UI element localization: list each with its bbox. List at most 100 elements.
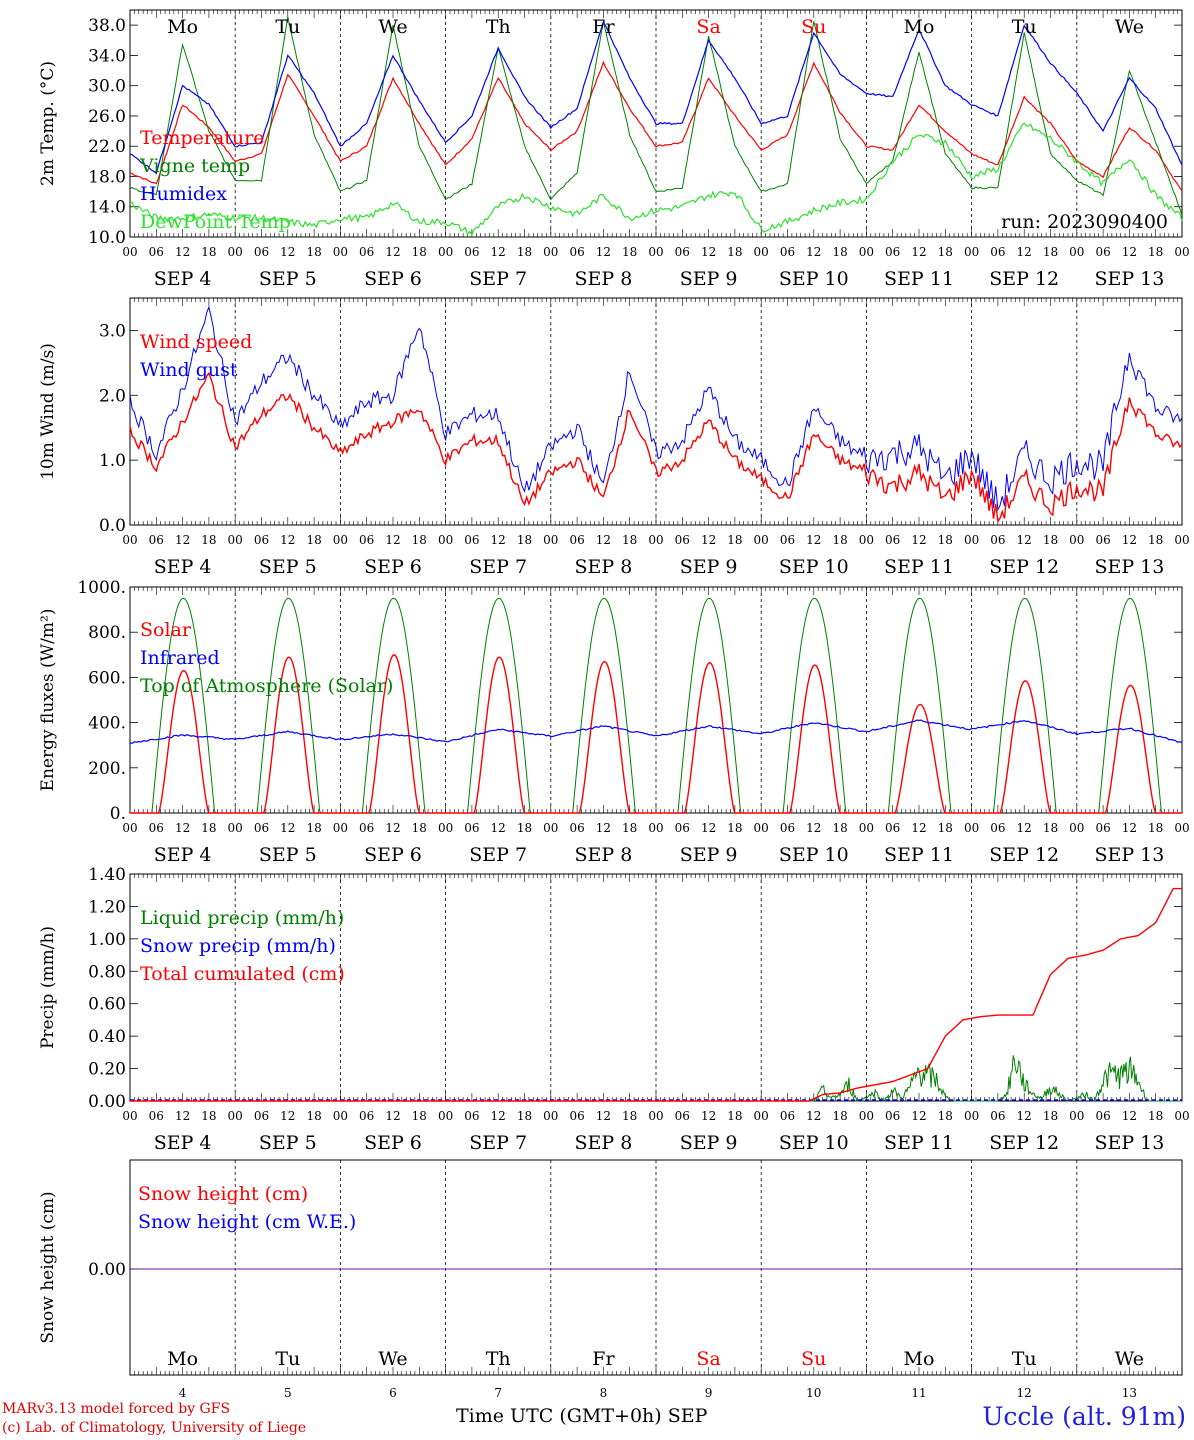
hour-tick-label: 00 xyxy=(859,1109,874,1123)
date-label: SEP 5 xyxy=(259,556,317,578)
date-label: SEP 13 xyxy=(1094,556,1164,578)
hour-tick-label: 06 xyxy=(885,821,900,835)
date-label: SEP 10 xyxy=(779,1132,849,1154)
hour-tick-label: 06 xyxy=(254,821,269,835)
hour-tick-label: 12 xyxy=(1017,821,1032,835)
hour-tick-label: 06 xyxy=(990,533,1005,547)
day-name: Fr xyxy=(592,16,615,38)
y-tick-label: 0.00 xyxy=(88,1260,126,1280)
hour-tick-label: 06 xyxy=(675,245,690,259)
hour-tick-label: 12 xyxy=(596,1109,611,1123)
date-label: SEP 4 xyxy=(154,268,212,290)
hour-tick-label: 18 xyxy=(412,245,427,259)
day-name: Tu xyxy=(275,1348,300,1370)
hour-tick-label: 00 xyxy=(543,533,558,547)
date-label: SEP 9 xyxy=(680,844,738,866)
hour-tick-label: 18 xyxy=(832,533,847,547)
legend-wind-speed: Wind speed xyxy=(140,331,252,353)
hour-tick-label: 06 xyxy=(359,821,374,835)
hour-tick-label: 18 xyxy=(201,245,216,259)
hour-tick-label: 00 xyxy=(1069,821,1084,835)
hour-tick-label: 18 xyxy=(1043,245,1058,259)
legend-total-cumulated-cm: Total cumulated (cm) xyxy=(140,963,345,985)
y-tick-label: 400. xyxy=(88,714,126,734)
day-name: We xyxy=(378,16,407,38)
hour-tick-label: 00 xyxy=(122,821,137,835)
hour-tick-label: 06 xyxy=(569,533,584,547)
hour-tick-label: 06 xyxy=(359,533,374,547)
date-label: SEP 8 xyxy=(574,844,632,866)
hour-tick-label: 12 xyxy=(491,821,506,835)
hour-tick-label: 12 xyxy=(806,533,821,547)
hour-tick-label: 12 xyxy=(280,533,295,547)
day-name: Sa xyxy=(696,16,720,38)
series-solar xyxy=(130,654,1182,814)
hour-tick-label: 12 xyxy=(701,821,716,835)
series-total-cumulated xyxy=(130,887,1182,1102)
date-label: SEP 13 xyxy=(1094,844,1164,866)
hour-tick-label: 18 xyxy=(306,821,321,835)
hour-tick-label: 00 xyxy=(438,1109,453,1123)
hour-tick-label: 00 xyxy=(1069,533,1084,547)
day-name: Mo xyxy=(167,16,198,38)
hour-tick-label: 18 xyxy=(1043,821,1058,835)
date-label: SEP 10 xyxy=(779,556,849,578)
date-label: SEP 13 xyxy=(1094,268,1164,290)
date-label: SEP 10 xyxy=(779,268,849,290)
hour-tick-label: 18 xyxy=(727,245,742,259)
hour-tick-label: 18 xyxy=(201,821,216,835)
hour-tick-label: 12 xyxy=(385,245,400,259)
hour-tick-label: 12 xyxy=(491,245,506,259)
date-label: SEP 6 xyxy=(364,844,422,866)
hour-tick-label: 06 xyxy=(569,1109,584,1123)
hour-tick-label: 00 xyxy=(648,245,663,259)
hour-tick-label: 18 xyxy=(1148,1109,1163,1123)
hour-tick-label: 00 xyxy=(543,821,558,835)
hour-tick-label: 18 xyxy=(622,245,637,259)
run-label: run: 2023090400 xyxy=(1001,211,1168,233)
hour-tick-label: 12 xyxy=(1017,1109,1032,1123)
hour-tick-label: 12 xyxy=(911,245,926,259)
hour-tick-label: 06 xyxy=(780,533,795,547)
date-label: SEP 11 xyxy=(884,1132,954,1154)
series-vigne-temp xyxy=(129,16,1183,216)
day-name: We xyxy=(1115,1348,1144,1370)
hour-tick-label: 12 xyxy=(175,533,190,547)
hour-tick-label: 12 xyxy=(806,821,821,835)
hour-tick-label: 00 xyxy=(122,1109,137,1123)
series-temperature xyxy=(129,60,1183,192)
y-axis-title: 10m Wind (m/s) xyxy=(38,343,58,480)
hour-tick-label: 18 xyxy=(727,533,742,547)
hour-tick-label: 12 xyxy=(1122,821,1137,835)
panel-1: 10.0 14.0 18.0 22.0 26.0 30.0 34.0 38.0 2m Temp.… xyxy=(38,9,1190,290)
hour-tick-label: 18 xyxy=(1148,245,1163,259)
hour-tick-label: 00 xyxy=(438,245,453,259)
hour-tick-label: 06 xyxy=(464,1109,479,1123)
y-axis-title: Energy fluxes (W/m²) xyxy=(38,609,58,792)
y-tick-label: 0.80 xyxy=(88,962,126,982)
hour-tick-label: 18 xyxy=(727,821,742,835)
legend-vigne-temp: Vigne temp xyxy=(139,155,250,177)
hour-tick-label: 12 xyxy=(911,821,926,835)
hour-tick-label: 06 xyxy=(1095,1109,1110,1123)
hour-tick-label: 12 xyxy=(701,245,716,259)
hour-tick-label: 06 xyxy=(1095,533,1110,547)
hour-tick-label: 18 xyxy=(938,821,953,835)
hour-tick-label: 12 xyxy=(911,1109,926,1123)
y-tick-label: 1000. xyxy=(77,578,126,598)
hour-tick-label: 12 xyxy=(806,1109,821,1123)
date-label: SEP 9 xyxy=(680,556,738,578)
bottom-date-label: 7 xyxy=(494,1386,502,1400)
date-label: SEP 12 xyxy=(989,556,1059,578)
date-label: SEP 4 xyxy=(154,844,212,866)
series-wind-speed xyxy=(129,371,1183,524)
hour-tick-label: 06 xyxy=(464,245,479,259)
date-label: SEP 10 xyxy=(779,844,849,866)
hour-tick-label: 12 xyxy=(385,533,400,547)
y-axis-title: 2m Temp. (°C) xyxy=(38,61,58,186)
day-name: We xyxy=(1115,16,1144,38)
date-label: SEP 7 xyxy=(469,268,527,290)
hour-tick-label: 00 xyxy=(1174,245,1189,259)
hour-tick-label: 12 xyxy=(1017,245,1032,259)
